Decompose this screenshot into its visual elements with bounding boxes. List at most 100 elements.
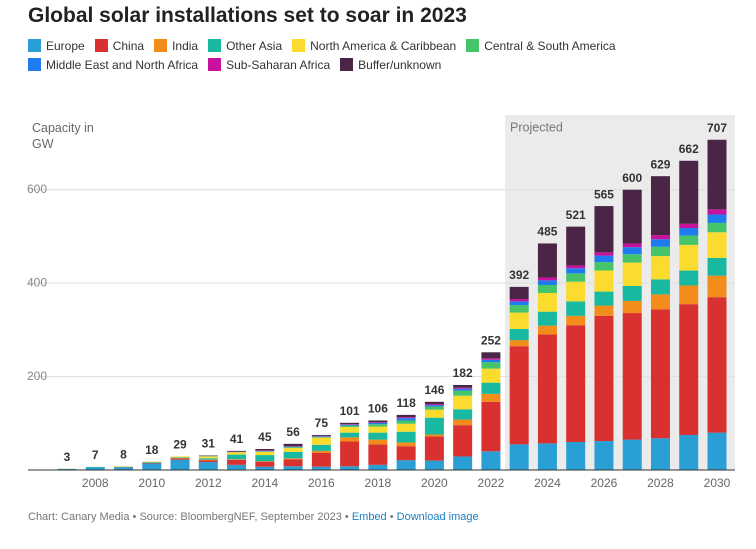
bar-segment: [679, 223, 699, 229]
bar-segment: [283, 459, 303, 467]
bar-segment: [594, 441, 614, 470]
bar-segment: [509, 286, 529, 300]
bar-segment: [114, 467, 134, 470]
legend-swatch: [94, 39, 108, 52]
bar-segment: [537, 285, 557, 293]
total-label: 118: [396, 396, 416, 410]
bar-segment: [509, 328, 529, 341]
bar-segment: [566, 315, 586, 326]
total-label: 41: [230, 432, 244, 446]
bar-segment: [424, 460, 444, 470]
bar-segment: [453, 395, 473, 410]
bar-segment: [622, 262, 642, 286]
bar-segment: [594, 206, 614, 253]
legend-label: China: [112, 38, 145, 53]
bar-segment: [509, 305, 529, 313]
bar-segment: [340, 432, 360, 438]
total-label: 7: [92, 448, 99, 462]
footer: Chart: Canary Media • Source: BloombergN…: [28, 511, 479, 523]
legend-item: China: [94, 38, 145, 53]
total-label: 101: [340, 404, 360, 418]
bar-segment: [311, 452, 331, 467]
bar-segment: [311, 466, 331, 470]
bar-segment: [424, 436, 444, 461]
bar-segment: [170, 456, 190, 458]
bar-segment: [537, 243, 557, 278]
x-tick-label: 2022: [478, 476, 505, 490]
bar-segment: [594, 305, 614, 316]
bar-segment: [340, 424, 360, 426]
bar-segment: [566, 226, 586, 266]
legend-swatch: [292, 39, 306, 52]
bar-segment: [255, 451, 275, 456]
bar-segment: [170, 459, 190, 470]
bar-segment: [340, 422, 360, 425]
x-tick-label: 2016: [308, 476, 335, 490]
bar-segment: [368, 422, 388, 425]
bar-segment: [650, 235, 670, 240]
bar-segment: [453, 456, 473, 470]
bar-segment: [650, 239, 670, 247]
bar-segment: [453, 390, 473, 396]
total-label: 8: [120, 447, 127, 461]
total-label: 29: [173, 438, 187, 452]
bar-segment: [481, 358, 501, 360]
bar-segment: [396, 423, 416, 432]
bar-segment: [57, 468, 77, 470]
bar-segment: [566, 325, 586, 442]
bar-segment: [424, 406, 444, 410]
bar-segment: [509, 346, 529, 445]
bar-segment: [396, 431, 416, 443]
bar-segment: [509, 301, 529, 306]
bar-segment: [396, 418, 416, 421]
bar-segment: [283, 466, 303, 470]
bar-segment: [198, 456, 218, 459]
total-label: 629: [650, 157, 670, 171]
bar-segment: [707, 209, 727, 215]
bar-segment: [481, 368, 501, 383]
bar-segment: [424, 401, 444, 405]
bar-segment: [509, 340, 529, 347]
bar-segment: [537, 292, 557, 312]
legend-item: Central & South America: [466, 38, 616, 53]
bar-segment: [679, 160, 699, 224]
legend-item: Europe: [28, 38, 85, 53]
bar-segment: [227, 450, 247, 452]
bar-segment: [424, 404, 444, 406]
bar-segment: [170, 458, 190, 460]
download-link[interactable]: Download image: [396, 511, 479, 523]
legend-item: North America & Caribbean: [292, 38, 456, 53]
bar-segment: [650, 309, 670, 439]
legend-label: North America & Caribbean: [310, 38, 457, 53]
bar-segment: [650, 279, 670, 295]
bar-segment: [311, 434, 331, 436]
bar-segment: [396, 417, 416, 419]
embed-link[interactable]: Embed: [351, 511, 387, 523]
bar-segment: [707, 214, 727, 223]
bar-segment: [340, 441, 360, 467]
bar-segment: [707, 232, 727, 258]
bar-segment: [170, 457, 190, 459]
legend-swatch: [154, 39, 168, 52]
bar-segment: [368, 420, 388, 423]
bar-segment: [622, 300, 642, 314]
bar-segment: [227, 452, 247, 455]
bar-segment: [368, 439, 388, 445]
legend-label: India: [172, 38, 199, 53]
bar-segment: [424, 434, 444, 437]
bar-segment: [650, 294, 670, 310]
total-label: 565: [594, 187, 614, 201]
bar-segment: [594, 262, 614, 271]
bar-segment: [255, 448, 275, 451]
bar-segment: [453, 409, 473, 420]
separator: •: [389, 511, 394, 523]
total-label: 18: [145, 443, 159, 457]
bar-segment: [622, 285, 642, 301]
bar-segment: [622, 189, 642, 244]
bar-segment: [198, 458, 218, 460]
legend-item: Middle East and North Africa: [28, 57, 198, 72]
legend-label: Buffer/unknown: [358, 57, 442, 72]
bar-segment: [481, 359, 501, 363]
bar-segment: [537, 311, 557, 326]
